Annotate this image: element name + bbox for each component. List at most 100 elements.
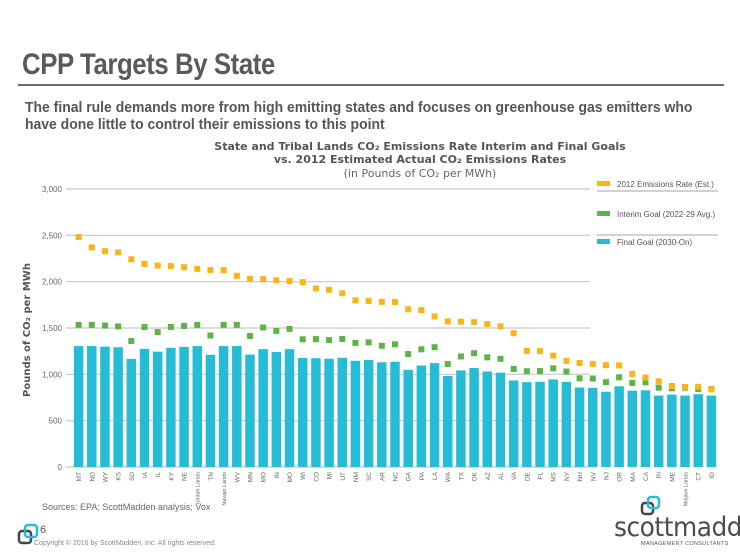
x-tick-label: ND bbox=[89, 472, 96, 482]
title-divider bbox=[18, 84, 724, 86]
final-goal-bar bbox=[588, 387, 598, 467]
scottmadden-logo-icon bbox=[640, 495, 661, 516]
final-goal-bar bbox=[350, 360, 361, 467]
x-tick-label: IN bbox=[274, 472, 281, 479]
final-goal-bar bbox=[297, 358, 308, 467]
page-number: 6 bbox=[40, 524, 47, 536]
final-goal-bar bbox=[390, 361, 400, 467]
final-goal-bar bbox=[100, 346, 110, 467]
x-tick-label: MS bbox=[551, 471, 558, 481]
emissions-2012-marker bbox=[299, 279, 306, 286]
emissions-2012-marker bbox=[616, 362, 623, 369]
interim-goal-marker bbox=[431, 344, 438, 351]
emissions-2012-marker bbox=[642, 374, 649, 381]
final-goal-bar bbox=[482, 371, 493, 467]
final-goal-bar bbox=[522, 382, 532, 467]
y-tick-label: 3,000 bbox=[42, 185, 63, 194]
emissions-2012-marker bbox=[668, 383, 675, 390]
x-tick-label: SC bbox=[366, 472, 373, 481]
final-goal-bar bbox=[377, 362, 387, 467]
emissions-2012-marker bbox=[141, 260, 148, 267]
emissions-2012-marker bbox=[88, 244, 95, 251]
y-axis-ticks: 0 500 1,000 1,500 2,000 2,500 3,000 bbox=[42, 185, 63, 472]
emissions-2012-marker bbox=[537, 348, 544, 355]
x-tick-label: NY bbox=[564, 471, 571, 481]
x-tick-label: AR bbox=[379, 472, 386, 481]
x-tick-label: Uintah Lands bbox=[196, 472, 202, 505]
emissions-2012-marker bbox=[326, 286, 333, 293]
final-goal-bar bbox=[429, 363, 440, 467]
x-tick-label: MO bbox=[287, 472, 294, 482]
interim-goal-marker bbox=[523, 368, 530, 375]
chart-title-line1: State and Tribal Lands CO₂ Emissions Rat… bbox=[214, 140, 626, 153]
final-goal-bar bbox=[258, 349, 268, 467]
chart-title-line3: (in Pounds of CO₂ per MWh) bbox=[344, 167, 497, 180]
x-tick-label: NE bbox=[182, 471, 189, 481]
interim-goal-marker bbox=[167, 323, 174, 330]
emissions-2012-marker bbox=[128, 256, 135, 263]
final-goal-bar bbox=[706, 395, 717, 467]
emissions-2012-marker bbox=[550, 352, 557, 359]
interim-goal-marker bbox=[563, 368, 570, 375]
legend-swatch-interim bbox=[597, 211, 610, 216]
x-tick-label: UT bbox=[340, 472, 347, 481]
interim-goal-marker bbox=[629, 379, 636, 386]
company-logo-text: scottmadden bbox=[614, 512, 740, 543]
emissions-2012-marker bbox=[471, 319, 478, 326]
final-goal-bar bbox=[284, 349, 295, 467]
legend-label-final: Final Goal (2030-On) bbox=[617, 238, 692, 247]
page-subtitle: The final rule demands more from high em… bbox=[25, 99, 693, 133]
x-tick-label: AZ bbox=[485, 472, 492, 480]
final-goal-bar bbox=[627, 390, 638, 467]
x-tick-label: MO bbox=[261, 472, 268, 482]
interim-goal-marker bbox=[655, 384, 662, 391]
interim-goal-marker bbox=[312, 336, 319, 343]
emissions-2012-marker bbox=[260, 276, 267, 283]
final-goal-bar bbox=[166, 347, 176, 467]
final-goal-bar bbox=[508, 380, 519, 467]
emissions-2012-marker bbox=[405, 306, 412, 313]
final-goal-bar bbox=[561, 381, 572, 467]
emissions-2012-marker bbox=[510, 330, 517, 337]
legend-swatch-final bbox=[597, 239, 610, 244]
interim-goal-marker bbox=[392, 341, 398, 348]
x-tick-label: MA bbox=[630, 471, 637, 481]
interim-goal-marker bbox=[616, 374, 623, 381]
x-tick-label: OR bbox=[617, 472, 624, 482]
emissions-2012-marker bbox=[194, 265, 201, 272]
final-goal-bar bbox=[245, 354, 255, 467]
interim-goal-marker bbox=[220, 321, 227, 328]
final-goal-bar bbox=[416, 365, 427, 467]
emissions-2012-marker bbox=[220, 267, 227, 274]
interim-goal-marker bbox=[273, 327, 280, 334]
final-goal-bar bbox=[574, 387, 585, 467]
emissions-2012-marker bbox=[392, 299, 398, 306]
interim-goal-marker bbox=[510, 365, 517, 372]
x-tick-label: NJ bbox=[603, 472, 610, 480]
x-tick-label: NC bbox=[393, 472, 400, 482]
final-goal-bar bbox=[535, 381, 545, 467]
x-tick-label: KY bbox=[168, 471, 175, 480]
emissions-2012-marker bbox=[484, 321, 491, 328]
interim-goal-marker bbox=[576, 375, 583, 382]
interim-goal-marker bbox=[589, 375, 596, 382]
final-goal-bar bbox=[139, 348, 150, 467]
final-goal-bar bbox=[73, 346, 84, 467]
final-goal-bar bbox=[693, 394, 703, 467]
x-tick-label: TN bbox=[208, 472, 215, 481]
x-tick-label: WY bbox=[102, 471, 109, 482]
x-tick-label: ME bbox=[669, 471, 676, 481]
final-goal-bar bbox=[495, 372, 506, 467]
interim-goal-marker bbox=[194, 321, 201, 328]
y-axis-label: Pounds of CO₂ per MWh bbox=[22, 263, 33, 397]
final-goal-bar bbox=[179, 346, 189, 467]
emissions-2012-marker bbox=[378, 298, 385, 305]
x-tick-label: KS bbox=[116, 471, 123, 480]
final-goal-bar bbox=[667, 394, 677, 467]
final-goal-bar bbox=[126, 358, 137, 467]
x-tick-label: MT bbox=[76, 472, 83, 481]
footer-logo-icon bbox=[17, 523, 39, 545]
interim-goal-marker bbox=[260, 324, 267, 331]
emissions-2012-marker bbox=[682, 384, 689, 391]
interim-goal-marker bbox=[352, 339, 359, 346]
